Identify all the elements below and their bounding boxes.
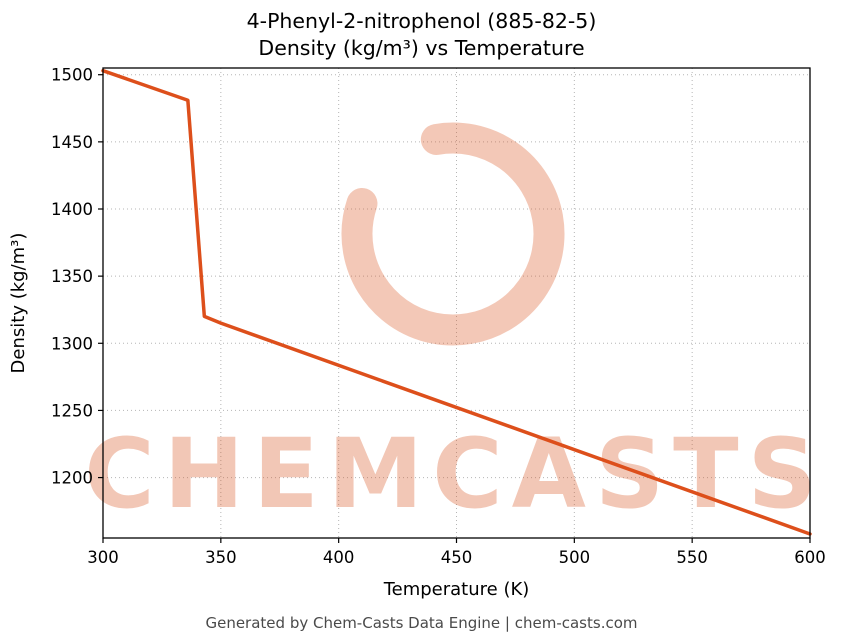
- footer-credit: Generated by Chem-Casts Data Engine | ch…: [205, 614, 638, 632]
- chart-title-line2: Density (kg/m³) vs Temperature: [258, 36, 585, 61]
- x-tick-label: 450: [441, 548, 473, 567]
- y-tick-label: 1250: [51, 401, 93, 420]
- x-tick-label: 500: [559, 548, 591, 567]
- y-tick-label: 1500: [51, 66, 93, 85]
- y-tick-label: 1450: [51, 133, 93, 152]
- x-tick-label: 400: [323, 548, 355, 567]
- x-axis-label: Temperature (K): [383, 579, 530, 600]
- chart-canvas: CHEMCASTS 300 350 400 450 500 550 600 1200 1250 13…: [8, 66, 826, 600]
- watermark-text: CHEMCASTS: [84, 418, 825, 530]
- chart-title-line1: 4-Phenyl-2-nitrophenol (885-82-5): [246, 9, 597, 33]
- y-tick-label: 1400: [51, 200, 93, 219]
- watermark-logo-icon: [341, 122, 565, 346]
- y-axis-label: Density (kg/m³): [8, 233, 29, 374]
- y-tick-label: 1350: [51, 267, 93, 286]
- chart-title: 4-Phenyl-2-nitrophenol (885-82-5) Densit…: [0, 0, 843, 62]
- y-tick-label: 1200: [51, 469, 93, 488]
- y-tick-label: 1300: [51, 334, 93, 353]
- x-tick-label: 600: [794, 548, 826, 567]
- x-tick-label: 550: [676, 548, 708, 567]
- x-tick-label: 300: [87, 548, 119, 567]
- x-tick-label: 350: [205, 548, 237, 567]
- density-line-series: [101, 68, 812, 536]
